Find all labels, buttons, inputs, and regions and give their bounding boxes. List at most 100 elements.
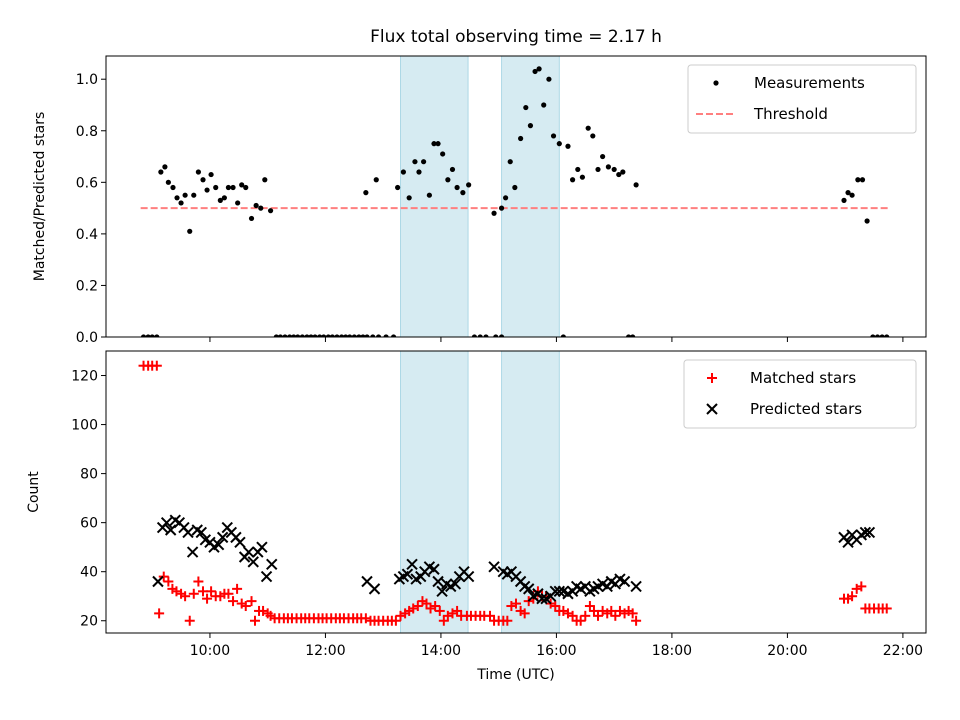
predicted-star-point — [428, 563, 440, 575]
measurement-point — [406, 195, 412, 201]
measurement-point — [383, 334, 389, 337]
y-tick-label: 0.6 — [76, 175, 98, 191]
measurement-point — [435, 141, 441, 147]
x-b — [536, 592, 548, 605]
x-b — [242, 546, 255, 558]
y-tick-label: 1.0 — [76, 72, 98, 88]
x-b — [614, 573, 626, 585]
matched-star-point — [232, 583, 243, 594]
x-b — [260, 570, 273, 583]
measurement-point — [243, 184, 249, 191]
x-b — [368, 583, 381, 595]
measurement-point — [287, 334, 293, 337]
x-b — [497, 565, 510, 578]
measurement-point — [351, 334, 357, 337]
measurement-point — [550, 133, 557, 139]
measurement-point — [518, 135, 524, 142]
measurement-point — [395, 184, 401, 191]
legend-label: Threshold — [753, 105, 828, 123]
x-b — [440, 578, 453, 590]
predicted-star-point — [536, 592, 548, 605]
x-tick-label: 12:00 — [305, 643, 345, 659]
matched-star-point — [851, 583, 862, 594]
y-tick-label: 120 — [71, 369, 98, 385]
predicted-star-point — [842, 536, 854, 548]
measurement-point — [312, 334, 318, 337]
measurement-point — [460, 190, 466, 196]
measurement-point — [191, 192, 197, 198]
y-axis-label: Matched/Predicted stars — [32, 112, 48, 282]
measurement-point — [239, 182, 245, 188]
measurement-point — [498, 334, 505, 337]
measurement-point — [556, 141, 562, 147]
matched-star-point — [856, 581, 867, 592]
matched-star-point — [390, 615, 401, 626]
measurement-point — [454, 184, 460, 191]
x-b — [553, 585, 566, 598]
legend-box — [683, 359, 917, 429]
matched-star-point — [580, 610, 591, 621]
measurement-point — [532, 68, 538, 75]
measurement-point — [431, 141, 437, 147]
matched-star-point — [627, 608, 638, 619]
measurement-point — [329, 334, 335, 337]
measurement-point — [855, 177, 861, 183]
measurement-point — [870, 334, 876, 337]
measurement-point — [149, 334, 155, 337]
x-b — [596, 578, 609, 590]
x-b — [549, 585, 561, 598]
measurement-point — [158, 169, 164, 175]
matched-star-point — [206, 586, 217, 597]
predicted-star-point — [553, 585, 566, 598]
matched-star-point — [360, 613, 371, 624]
matched-star-point — [614, 605, 625, 616]
measurement-point — [308, 334, 314, 337]
measurement-point — [230, 184, 236, 191]
measurement-point — [536, 66, 542, 72]
predicted-star-point — [406, 558, 418, 571]
legend-label: Predicted stars — [750, 400, 862, 418]
y-tick-label: 0.2 — [76, 278, 98, 294]
measurement-point — [493, 334, 499, 337]
measurement-point — [317, 334, 323, 337]
measurement-point — [375, 334, 382, 337]
matched-star-point — [202, 593, 213, 604]
measurement-point — [483, 334, 489, 337]
shaded-interval — [400, 350, 469, 634]
x-b — [247, 556, 259, 568]
measurement-point — [471, 334, 478, 337]
measurement-point — [575, 166, 581, 173]
x-b — [605, 575, 617, 588]
measurement-point — [859, 177, 866, 183]
matched-star-point — [434, 605, 445, 616]
measurement-point — [449, 166, 456, 173]
matched-star-point — [223, 588, 234, 599]
measurement-point — [512, 184, 518, 191]
predicted-star-point — [462, 570, 475, 583]
x-tick-label: 10:00 — [190, 643, 230, 659]
measurement-point — [273, 334, 279, 337]
measurement-point — [884, 334, 890, 337]
legend-predicted-marker — [706, 403, 718, 415]
matched-star-point — [593, 610, 603, 621]
x-b — [401, 568, 414, 580]
y-tick-label: 40 — [80, 565, 98, 581]
matched-star-point — [430, 601, 441, 612]
x-tick-label: 20:00 — [767, 643, 807, 659]
measurement-point — [466, 182, 472, 188]
x-b — [859, 526, 872, 539]
y-axis-label: Count — [26, 471, 42, 513]
x-b — [182, 526, 194, 539]
measurement-point — [178, 200, 184, 206]
measurement-point — [334, 334, 340, 337]
measurement-point — [253, 202, 259, 209]
predicted-star-point — [216, 531, 229, 544]
matched-star-point — [562, 608, 573, 619]
x-b — [436, 585, 448, 598]
measurement-point — [503, 195, 509, 201]
measurement-point — [299, 334, 305, 337]
measurement-point — [140, 334, 147, 337]
x-b — [406, 558, 418, 571]
x-b — [186, 546, 199, 558]
